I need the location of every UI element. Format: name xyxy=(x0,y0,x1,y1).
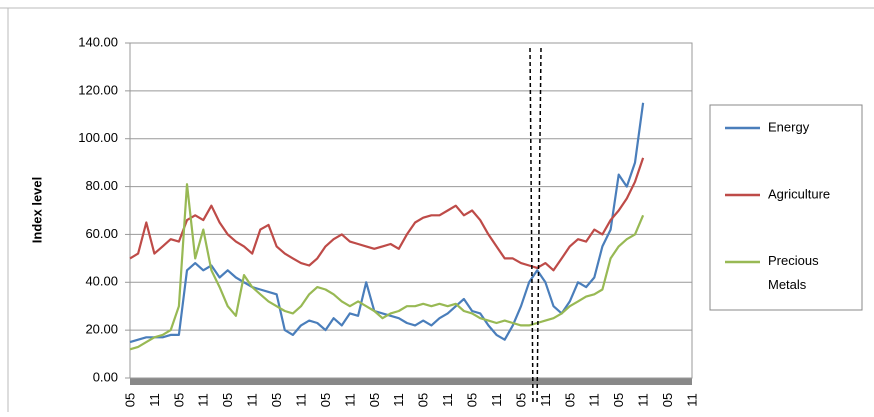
x-axis-band xyxy=(130,378,692,385)
x-tick-label: 11 xyxy=(245,393,260,407)
y-tick-label: 140.00 xyxy=(78,34,118,49)
x-tick-label: 05 xyxy=(513,393,528,407)
x-tick-label: 05 xyxy=(220,393,235,407)
x-tick-label: 11 xyxy=(293,393,308,407)
x-tick-label: 11 xyxy=(636,393,651,407)
x-tick-label: 05 xyxy=(416,393,431,407)
x-tick-label: 05 xyxy=(562,393,577,407)
x-tick-label: 05 xyxy=(171,393,186,407)
x-tick-label: 11 xyxy=(440,393,455,407)
x-tick-label: 11 xyxy=(489,393,504,407)
y-tick-label: 0.00 xyxy=(93,369,118,384)
y-tick-label: 80.00 xyxy=(85,178,118,193)
y-axis-label: Index level xyxy=(29,177,44,243)
legend-label: Precious Metals xyxy=(768,253,819,292)
divider-line xyxy=(529,47,534,406)
x-labels: 05 11 05 11 05 11 05 11 05 11 05 11 05 11 05 11 05 11 05 11… xyxy=(122,393,699,407)
x-tick-label: 11 xyxy=(684,393,699,407)
x-tick-label: 11 xyxy=(391,393,406,407)
y-tick-label: 120.00 xyxy=(78,82,118,97)
legend-label: Agriculture xyxy=(768,186,830,201)
legend: Energy Agriculture Precious Metals xyxy=(725,119,830,292)
x-tick-label: 11 xyxy=(147,393,162,407)
x-tick-label: 05 xyxy=(318,393,333,407)
x-tick-label: 11 xyxy=(587,393,602,407)
grid xyxy=(125,42,692,379)
x-tick-label: 11 xyxy=(196,393,211,407)
x-tick-label: 05 xyxy=(611,393,626,407)
y-tick-label: 40.00 xyxy=(85,274,118,289)
legend-label: Energy xyxy=(768,119,810,134)
x-tick-label: 05 xyxy=(465,393,480,407)
y-tick-label: 60.00 xyxy=(85,226,118,241)
x-tick-label: 05 xyxy=(660,393,675,407)
lines xyxy=(129,102,645,351)
y-tick-label: 100.00 xyxy=(78,130,118,145)
x-tick-label: 05 xyxy=(122,393,137,407)
series-line xyxy=(129,183,645,351)
series-line xyxy=(129,157,645,272)
x-tick-label: 05 xyxy=(367,393,382,407)
y-tick-label: 20.00 xyxy=(85,322,118,337)
x-tick-label: 05 xyxy=(269,393,284,407)
legend-box xyxy=(709,104,863,311)
divider-line xyxy=(536,47,542,406)
x-tick-label: 11 xyxy=(342,393,357,407)
x-tick-label: 11 xyxy=(538,393,553,407)
